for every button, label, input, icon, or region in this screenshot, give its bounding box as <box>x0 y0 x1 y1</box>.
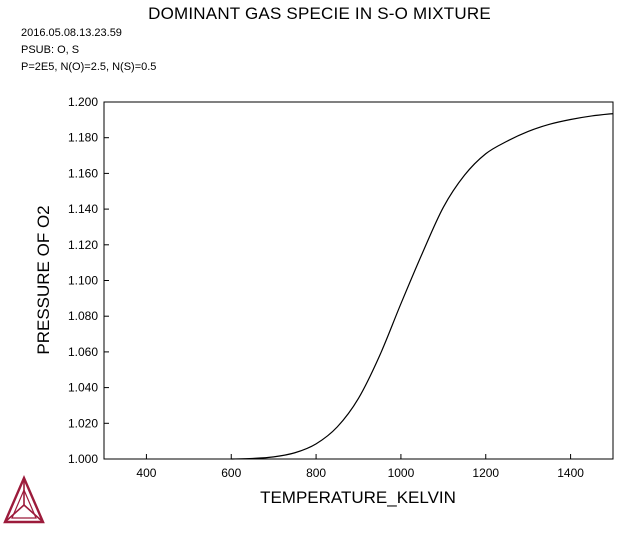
x-tick-label: 1400 <box>557 466 584 480</box>
x-tick-label: 600 <box>221 466 241 480</box>
y-tick-label: 1.040 <box>68 381 98 395</box>
y-tick-label: 1.100 <box>68 274 98 288</box>
timestamp-label: 2016.05.08.13.23.59 <box>21 27 122 39</box>
x-tick-label: 800 <box>306 466 326 480</box>
y-axis-label: PRESSURE OF O2 <box>34 205 53 355</box>
series-line <box>231 113 614 460</box>
conditions-label: P=2E5, N(O)=2.5, N(S)=0.5 <box>21 61 157 73</box>
x-tick-label: 1200 <box>472 466 499 480</box>
y-tick-label: 1.200 <box>68 95 98 109</box>
y-tick-label: 1.160 <box>68 166 98 180</box>
x-tick-label: 1000 <box>388 466 415 480</box>
y-tick-label: 1.140 <box>68 202 98 216</box>
plot-area: 400 600 800 1000 1200 1400 1.000 1.020 1.040 1.06… <box>68 95 614 480</box>
plot-frame <box>103 101 614 460</box>
x-axis-label: TEMPERATURE_KELVIN <box>260 488 456 507</box>
y-tick-label: 1.000 <box>68 452 98 466</box>
x-tick-label: 400 <box>136 466 156 480</box>
chart-title: DOMINANT GAS SPECIE IN S-O MIXTURE <box>148 4 491 23</box>
y-tick-label: 1.120 <box>68 238 98 252</box>
thermo-calc-logo <box>3 474 45 524</box>
psub-label: PSUB: O, S <box>21 44 80 56</box>
y-tick-label: 1.020 <box>68 416 98 430</box>
y-tick-label: 1.060 <box>68 345 98 359</box>
y-tick-label: 1.080 <box>68 309 98 323</box>
y-tick-label: 1.180 <box>68 131 98 145</box>
